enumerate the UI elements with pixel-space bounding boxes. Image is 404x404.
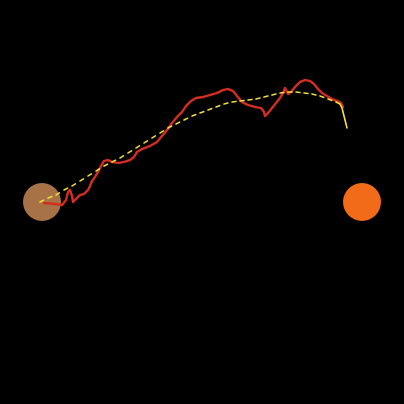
trail-dash bbox=[319, 95, 325, 99]
trail-dash bbox=[335, 101, 341, 105]
trail-dash bbox=[103, 163, 109, 167]
trail-dash bbox=[127, 150, 133, 154]
trail-dash bbox=[255, 97, 261, 100]
trail-dash bbox=[215, 104, 221, 108]
trail-dash bbox=[39, 199, 45, 203]
trail-dash bbox=[223, 102, 229, 105]
trail-dash bbox=[87, 173, 93, 177]
trail-dash bbox=[327, 98, 333, 102]
trail-dash bbox=[79, 178, 85, 182]
trail-dash bbox=[159, 130, 165, 134]
trail-dash bbox=[151, 135, 157, 139]
trail-dash bbox=[63, 187, 69, 191]
trail-marks bbox=[39, 91, 348, 203]
start-marker bbox=[23, 183, 61, 221]
trail-dash bbox=[191, 113, 197, 117]
trail-dash bbox=[71, 183, 77, 187]
trail-dash bbox=[339, 103, 343, 109]
trail-dash bbox=[119, 155, 125, 159]
trail-dash bbox=[175, 121, 181, 125]
trail-dash bbox=[345, 123, 348, 129]
trail-dash bbox=[95, 168, 101, 172]
trail-dash bbox=[199, 110, 205, 114]
trail-dash bbox=[183, 117, 189, 121]
trail-dash bbox=[135, 145, 141, 149]
trail-dash bbox=[207, 107, 213, 111]
trajectory-path bbox=[42, 78, 345, 207]
goal-marker bbox=[343, 183, 381, 221]
trail-dash bbox=[47, 195, 53, 199]
trail-dash bbox=[263, 95, 269, 98]
trail-dash bbox=[167, 125, 173, 129]
trail-dash bbox=[143, 140, 149, 144]
trail-dash bbox=[311, 93, 317, 96]
trail-dash bbox=[55, 192, 61, 196]
trail-dash bbox=[111, 159, 117, 163]
trail-dash bbox=[271, 93, 277, 96]
